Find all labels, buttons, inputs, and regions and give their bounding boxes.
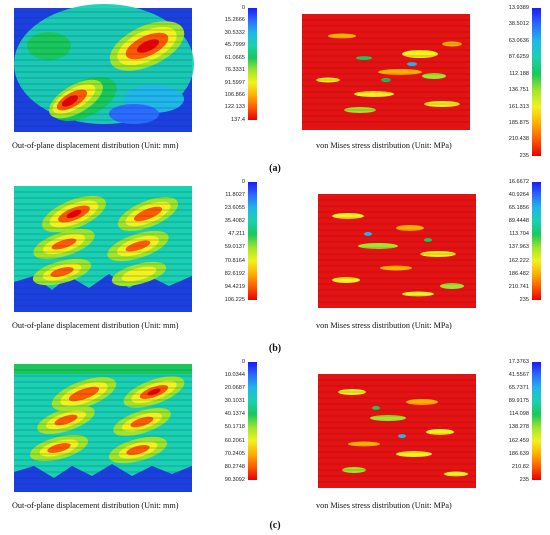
row-b: 0 11.8027 23.6055 35.4082 47.211 59.0137… <box>0 179 550 355</box>
scale-tick: 38.5012 <box>508 21 529 28</box>
scale-tick: 50.1718 <box>224 424 245 431</box>
stress-scale-b: 16.6672 40.9264 65.1856 89.4448 113.704 … <box>509 179 541 303</box>
scale-tick: 15.2666 <box>224 17 245 24</box>
scale-tick: 162.222 <box>508 257 529 264</box>
scale-tick: 60.2061 <box>224 437 245 444</box>
scale-tick: 30.5332 <box>224 29 245 36</box>
displacement-plot-c <box>14 362 194 494</box>
row-c: 0 10.0344 20.0687 30.1031 40.1374 50.171… <box>0 359 550 535</box>
scale-tick: 59.0137 <box>224 244 245 251</box>
scale-tick: 63.0636 <box>508 37 529 44</box>
scale-tick: 114.098 <box>509 411 529 418</box>
scale-tick: 235 <box>519 297 529 303</box>
scale-tick: 40.9264 <box>508 192 529 199</box>
displacement-scale-a: 0 15.2666 30.5332 45.7999 61.0665 76.333… <box>225 5 257 123</box>
scale-tick: 20.0687 <box>224 385 245 392</box>
scale-tick: 47.211 <box>228 231 245 238</box>
scale-tick: 185.875 <box>508 119 529 126</box>
subfigure-label-a: (a) <box>269 163 281 174</box>
scale-tick: 162.459 <box>508 437 529 444</box>
scale-tick: 13.9389 <box>508 5 529 11</box>
scale-tick: 40.1374 <box>224 411 245 418</box>
displacement-caption-c: Out-of-plane displacement distribution (… <box>12 501 179 510</box>
stress-plot-a <box>302 14 472 134</box>
scale-tick: 0 <box>241 359 245 365</box>
displacement-scale-c: 0 10.0344 20.0687 30.1031 40.1374 50.171… <box>225 359 257 483</box>
scale-tick: 161.313 <box>508 103 529 110</box>
displacement-scale-b: 0 11.8027 23.6055 35.4082 47.211 59.0137… <box>225 179 257 303</box>
scale-tick: 41.5567 <box>508 372 529 379</box>
subfigure-label-b: (b) <box>268 343 282 354</box>
scale-tick: 210.82 <box>511 463 529 470</box>
colorbar <box>248 8 257 120</box>
scale-tick: 0 <box>241 5 245 11</box>
scale-tick: 70.2405 <box>224 450 245 457</box>
scale-tick: 106.225 <box>224 297 245 303</box>
scale-tick: 91.5997 <box>224 79 245 86</box>
scale-tick: 137.4 <box>231 117 245 123</box>
row-a: 0 15.2666 30.5332 45.7999 61.0665 76.333… <box>0 0 550 175</box>
colorbar <box>248 362 257 480</box>
scale-tick: 65.1856 <box>508 205 529 212</box>
stress-plot-b <box>318 194 478 312</box>
scale-tick: 80.2748 <box>224 463 245 470</box>
stress-scale-c: 17.3763 41.5567 65.7371 89.9175 114.098 … <box>509 359 541 483</box>
scale-tick: 106.866 <box>224 92 245 99</box>
subfigure-label-c: (c) <box>269 520 281 531</box>
stress-plot-c <box>318 374 478 492</box>
scale-tick: 94.4219 <box>224 283 245 290</box>
scale-tick: 45.7999 <box>224 42 245 49</box>
scale-tick: 70.8164 <box>224 257 245 264</box>
scale-tick: 136.751 <box>508 87 529 94</box>
stress-caption-b: von Mises stress distribution (Unit: MPa… <box>316 321 452 330</box>
scale-tick: 23.6055 <box>224 205 245 212</box>
scale-tick: 186.482 <box>508 270 529 277</box>
scale-tick: 35.4082 <box>224 218 245 225</box>
stress-scale-a: 13.9389 38.5012 63.0636 87.6259 112.188 … <box>509 5 541 159</box>
scale-tick: 65.7371 <box>508 385 529 392</box>
scale-tick: 138.278 <box>508 424 529 431</box>
scale-tick: 235 <box>519 153 529 159</box>
scale-tick: 82.6192 <box>224 270 245 277</box>
scale-tick: 61.0665 <box>224 54 245 61</box>
scale-tick: 17.3763 <box>508 359 529 365</box>
scale-tick: 137.963 <box>508 244 529 251</box>
displacement-plot-a <box>14 4 194 134</box>
displacement-plot-b <box>14 184 194 314</box>
scale-tick: 10.0344 <box>224 372 245 379</box>
scale-tick: 186.639 <box>508 450 529 457</box>
scale-tick: 89.9175 <box>508 398 529 405</box>
scale-tick: 87.6259 <box>508 54 529 61</box>
scale-tick: 16.6672 <box>508 179 529 185</box>
stress-caption-a: von Mises stress distribution (Unit: MPa… <box>316 141 452 150</box>
scale-tick: 89.4448 <box>508 218 529 225</box>
colorbar <box>532 8 541 156</box>
stress-caption-c: von Mises stress distribution (Unit: MPa… <box>316 501 452 510</box>
colorbar <box>532 182 541 300</box>
scale-tick: 30.1031 <box>224 398 245 405</box>
scale-tick: 113.704 <box>509 231 529 238</box>
scale-tick: 11.8027 <box>225 192 245 199</box>
scale-tick: 112.188 <box>509 70 529 77</box>
scale-tick: 210.741 <box>508 283 529 290</box>
scale-tick: 210.438 <box>508 136 529 143</box>
scale-tick: 122.133 <box>224 104 245 111</box>
scale-tick: 90.3092 <box>224 477 245 483</box>
scale-tick: 0 <box>241 179 245 185</box>
colorbar <box>532 362 541 480</box>
scale-tick: 76.3331 <box>224 67 245 74</box>
scale-tick: 235 <box>519 477 529 483</box>
displacement-caption-b: Out-of-plane displacement distribution (… <box>12 321 179 330</box>
displacement-caption-a: Out-of-plane displacement distribution (… <box>12 141 179 150</box>
colorbar <box>248 182 257 300</box>
